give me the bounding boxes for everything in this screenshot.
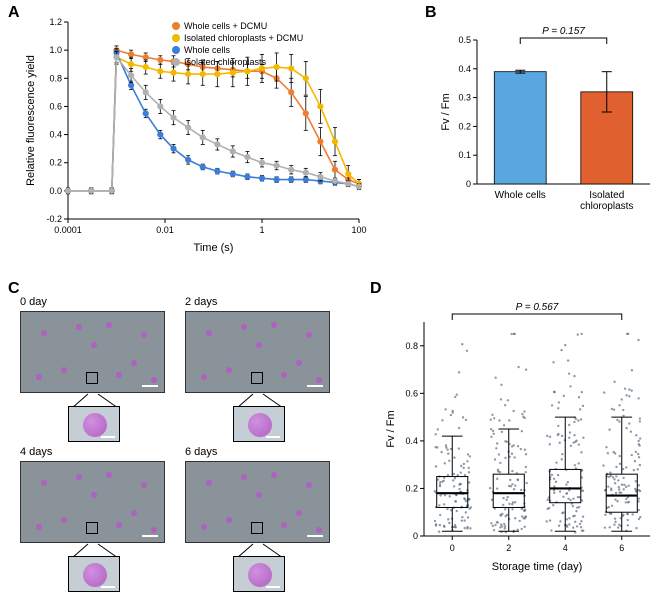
svg-text:0.8: 0.8 xyxy=(49,73,62,83)
svg-text:P = 0.157: P = 0.157 xyxy=(542,26,585,37)
svg-text:chloroplasts: chloroplasts xyxy=(580,201,633,212)
micrograph-label: 2 days xyxy=(185,296,340,308)
svg-text:P = 0.567: P = 0.567 xyxy=(516,302,559,313)
svg-text:Storage time (day): Storage time (day) xyxy=(492,561,582,573)
svg-text:0.1: 0.1 xyxy=(458,150,471,160)
svg-text:0.0: 0.0 xyxy=(49,186,62,196)
micrograph-zoom xyxy=(233,556,285,592)
micrograph-label: 6 days xyxy=(185,446,340,458)
svg-text:0.0001: 0.0001 xyxy=(54,225,82,235)
svg-text:0.3: 0.3 xyxy=(458,93,471,103)
svg-text:0.6: 0.6 xyxy=(49,101,62,111)
svg-text:1.2: 1.2 xyxy=(49,17,62,27)
svg-text:4: 4 xyxy=(563,543,568,553)
panel-d-chart: 0 0.2 0.4 0.6 0.8 Fv / Fm Storage time (day) P … xyxy=(380,296,660,576)
micrograph-image xyxy=(185,461,330,543)
svg-text:0.2: 0.2 xyxy=(49,158,62,168)
svg-text:Fv / Fm: Fv / Fm xyxy=(440,93,452,130)
svg-text:0.4: 0.4 xyxy=(405,436,418,446)
svg-text:1: 1 xyxy=(259,225,264,235)
micrograph-zoom xyxy=(68,406,120,442)
svg-text:Whole cells + DCMU: Whole cells + DCMU xyxy=(184,21,267,31)
micrograph-3: 6 days xyxy=(185,446,340,543)
svg-text:Relative fluorescence yield: Relative fluorescence yield xyxy=(25,55,37,186)
svg-text:2: 2 xyxy=(506,543,511,553)
svg-text:-0.2: -0.2 xyxy=(46,214,62,224)
svg-text:0.8: 0.8 xyxy=(405,341,418,351)
svg-text:0.01: 0.01 xyxy=(156,225,174,235)
svg-text:1.0: 1.0 xyxy=(49,45,62,55)
svg-text:Time (s): Time (s) xyxy=(194,242,234,254)
svg-text:0.2: 0.2 xyxy=(405,483,418,493)
svg-text:0.4: 0.4 xyxy=(458,64,471,74)
micrograph-label: 0 day xyxy=(20,296,175,308)
svg-text:0: 0 xyxy=(466,179,471,189)
panel-a-chart: -0.2 0.0 0.2 0.4 0.6 0.8 1.0 1.2 0.0001 0.01 1 100 T… xyxy=(20,12,365,257)
svg-text:0.6: 0.6 xyxy=(405,388,418,398)
svg-text:Isolated chloroplasts: Isolated chloroplasts xyxy=(184,57,267,67)
panel-c-label: C xyxy=(8,280,20,298)
panel-b-chart: 0 0.1 0.2 0.3 0.4 0.5 Fv / Fm Whole cells Isolat… xyxy=(435,12,660,222)
svg-text:0.4: 0.4 xyxy=(49,130,62,140)
panel-a-label: A xyxy=(8,4,20,22)
panel-c-micrographs: 0 day 2 days 4 days 6 days xyxy=(20,296,340,591)
micrograph-zoom xyxy=(233,406,285,442)
micrograph-1: 2 days xyxy=(185,296,340,393)
micrograph-label: 4 days xyxy=(20,446,175,458)
svg-text:6: 6 xyxy=(619,543,624,553)
svg-text:0.5: 0.5 xyxy=(458,35,471,45)
svg-text:0: 0 xyxy=(413,531,418,541)
micrograph-2: 4 days xyxy=(20,446,175,543)
svg-text:Whole cells: Whole cells xyxy=(184,45,231,55)
micrograph-0: 0 day xyxy=(20,296,175,393)
svg-text:Fv / Fm: Fv / Fm xyxy=(385,410,397,447)
svg-text:Isolated chloroplasts + DCMU: Isolated chloroplasts + DCMU xyxy=(184,33,303,43)
svg-text:100: 100 xyxy=(351,225,366,235)
svg-text:0.2: 0.2 xyxy=(458,121,471,131)
micrograph-image xyxy=(20,461,165,543)
svg-text:Whole cells: Whole cells xyxy=(495,190,546,201)
micrograph-image xyxy=(20,311,165,393)
micrograph-zoom xyxy=(68,556,120,592)
svg-text:0: 0 xyxy=(450,543,455,553)
micrograph-image xyxy=(185,311,330,393)
svg-text:Isolated: Isolated xyxy=(589,190,624,201)
